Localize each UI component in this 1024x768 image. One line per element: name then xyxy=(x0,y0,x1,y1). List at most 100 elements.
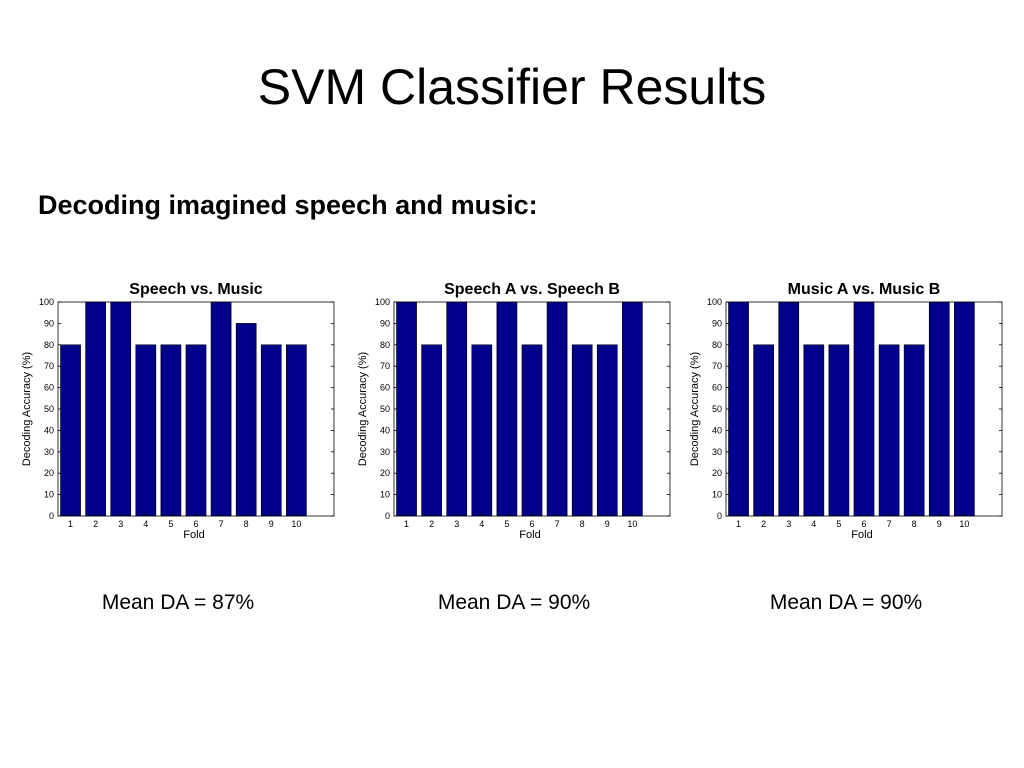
y-tick-label: 10 xyxy=(44,490,54,500)
bar-fold-6 xyxy=(185,344,207,517)
x-tick-label: 2 xyxy=(93,519,98,529)
chart-title: Music A vs. Music B xyxy=(788,281,941,298)
y-tick-label: 50 xyxy=(44,404,54,414)
y-tick-label: 10 xyxy=(712,490,722,500)
chart-svg: Music A vs. Music B 0 10 20 30 40 50 60 70 80 90 10… xyxy=(689,281,1003,541)
bar-fold-1 xyxy=(728,301,749,517)
x-tick-label: 1 xyxy=(68,519,73,529)
bar-fold-1 xyxy=(396,301,417,517)
y-tick-label: 20 xyxy=(380,468,390,478)
y-tick-label: 20 xyxy=(712,468,722,478)
y-tick-label: 10 xyxy=(380,490,390,500)
x-tick-label: 8 xyxy=(912,519,917,529)
y-tick-label: 60 xyxy=(712,383,722,393)
y-tick-label: 20 xyxy=(44,468,54,478)
x-tick-label: 8 xyxy=(244,519,249,529)
y-tick-label: 70 xyxy=(380,361,390,371)
y-tick-label: 60 xyxy=(380,383,390,393)
mean-da-label-3: Mean DA = 90% xyxy=(769,591,923,614)
x-tick-label: 4 xyxy=(143,519,148,529)
y-tick-label: 30 xyxy=(712,447,722,457)
x-tick-label: 6 xyxy=(193,519,198,529)
x-tick-label: 7 xyxy=(555,519,560,529)
bar-fold-1 xyxy=(60,344,81,517)
x-tick-label: 5 xyxy=(836,519,841,529)
x-tick-label: 3 xyxy=(454,519,459,529)
bar-fold-8 xyxy=(903,344,925,517)
bar-fold-7 xyxy=(878,344,900,517)
y-tick-label: 50 xyxy=(380,404,390,414)
bar-fold-7 xyxy=(546,301,568,517)
y-tick-label: 0 xyxy=(717,511,722,521)
bar-fold-4 xyxy=(803,344,825,517)
x-tick-label: 2 xyxy=(429,519,434,529)
bar-fold-5 xyxy=(828,344,850,517)
x-tick-label: 5 xyxy=(504,519,509,529)
bar-fold-7 xyxy=(210,301,232,517)
chart-music-a-vs-music-b: Music A vs. Music B 0 10 20 30 40 50 60 70 80 90 10… xyxy=(686,272,1006,552)
bar-fold-10 xyxy=(954,301,975,517)
x-tick-label: 3 xyxy=(786,519,791,529)
bar-fold-6 xyxy=(853,301,875,517)
y-tick-label: 40 xyxy=(380,425,390,435)
bar-fold-2 xyxy=(85,301,106,517)
y-tick-label: 50 xyxy=(712,404,722,414)
y-axis-label: Decoding Accuracy (%) xyxy=(21,352,33,466)
x-tick-label: 6 xyxy=(529,519,534,529)
slide-subtitle: Decoding imagined speech and music: xyxy=(38,190,538,220)
y-tick-label: 90 xyxy=(380,318,390,328)
y-tick-label: 60 xyxy=(44,383,54,393)
bar-fold-5 xyxy=(160,344,182,517)
x-tick-label: 4 xyxy=(811,519,816,529)
y-tick-label: 100 xyxy=(707,297,722,307)
y-tick-label: 80 xyxy=(380,340,390,350)
chart-speech-a-vs-speech-b: Speech A vs. Speech B 0 10 20 30 40 50 60 70 80 90… xyxy=(354,272,674,552)
x-tick-label: 1 xyxy=(404,519,409,529)
x-tick-label: 2 xyxy=(761,519,766,529)
x-tick-label: 3 xyxy=(118,519,123,529)
x-tick-label: 9 xyxy=(605,519,610,529)
bar-fold-10 xyxy=(286,344,307,517)
y-tick-label: 90 xyxy=(712,318,722,328)
x-axis-label: Fold xyxy=(183,529,204,541)
y-tick-label: 30 xyxy=(44,447,54,457)
bar-fold-3 xyxy=(778,301,800,517)
bar-fold-5 xyxy=(496,301,518,517)
bar-fold-2 xyxy=(753,344,774,517)
bar-fold-4 xyxy=(135,344,157,517)
x-axis-label: Fold xyxy=(519,529,540,541)
mean-da-label-2: Mean DA = 90% xyxy=(437,591,591,614)
bar-fold-9 xyxy=(596,344,618,517)
bar-fold-10 xyxy=(622,301,643,517)
x-tick-label: 7 xyxy=(887,519,892,529)
bar-fold-6 xyxy=(521,344,543,517)
y-tick-label: 0 xyxy=(49,511,54,521)
x-axis-label: Fold xyxy=(851,529,872,541)
x-tick-label: 10 xyxy=(291,519,301,529)
slide-title: SVM Classifier Results xyxy=(257,59,767,115)
y-tick-label: 40 xyxy=(712,425,722,435)
bar-fold-3 xyxy=(446,301,468,517)
y-tick-label: 100 xyxy=(39,297,54,307)
bar-fold-3 xyxy=(110,301,132,517)
x-tick-label: 6 xyxy=(861,519,866,529)
y-tick-label: 40 xyxy=(44,425,54,435)
y-tick-label: 70 xyxy=(712,361,722,371)
y-axis-label: Decoding Accuracy (%) xyxy=(689,352,701,466)
y-tick-label: 80 xyxy=(44,340,54,350)
x-tick-label: 8 xyxy=(580,519,585,529)
chart-svg: Speech A vs. Speech B 0 10 20 30 40 50 60 70 80 90… xyxy=(357,281,671,541)
chart-speech-vs-music: Speech vs. Music 0 10 20 30 40 50 60 70 80 90 100 1 2… xyxy=(18,272,338,552)
x-tick-label: 5 xyxy=(168,519,173,529)
chart-svg: Speech vs. Music 0 10 20 30 40 50 60 70 80 90 100 1 2… xyxy=(21,281,335,541)
y-tick-label: 90 xyxy=(44,318,54,328)
bar-fold-2 xyxy=(421,344,442,517)
bar-fold-9 xyxy=(260,344,282,517)
x-tick-label: 4 xyxy=(479,519,484,529)
x-tick-label: 10 xyxy=(959,519,969,529)
y-tick-label: 80 xyxy=(712,340,722,350)
chart-title: Speech vs. Music xyxy=(129,281,262,298)
mean-da-label-1: Mean DA = 87% xyxy=(101,591,255,614)
x-tick-label: 9 xyxy=(937,519,942,529)
y-axis-label: Decoding Accuracy (%) xyxy=(357,352,369,466)
